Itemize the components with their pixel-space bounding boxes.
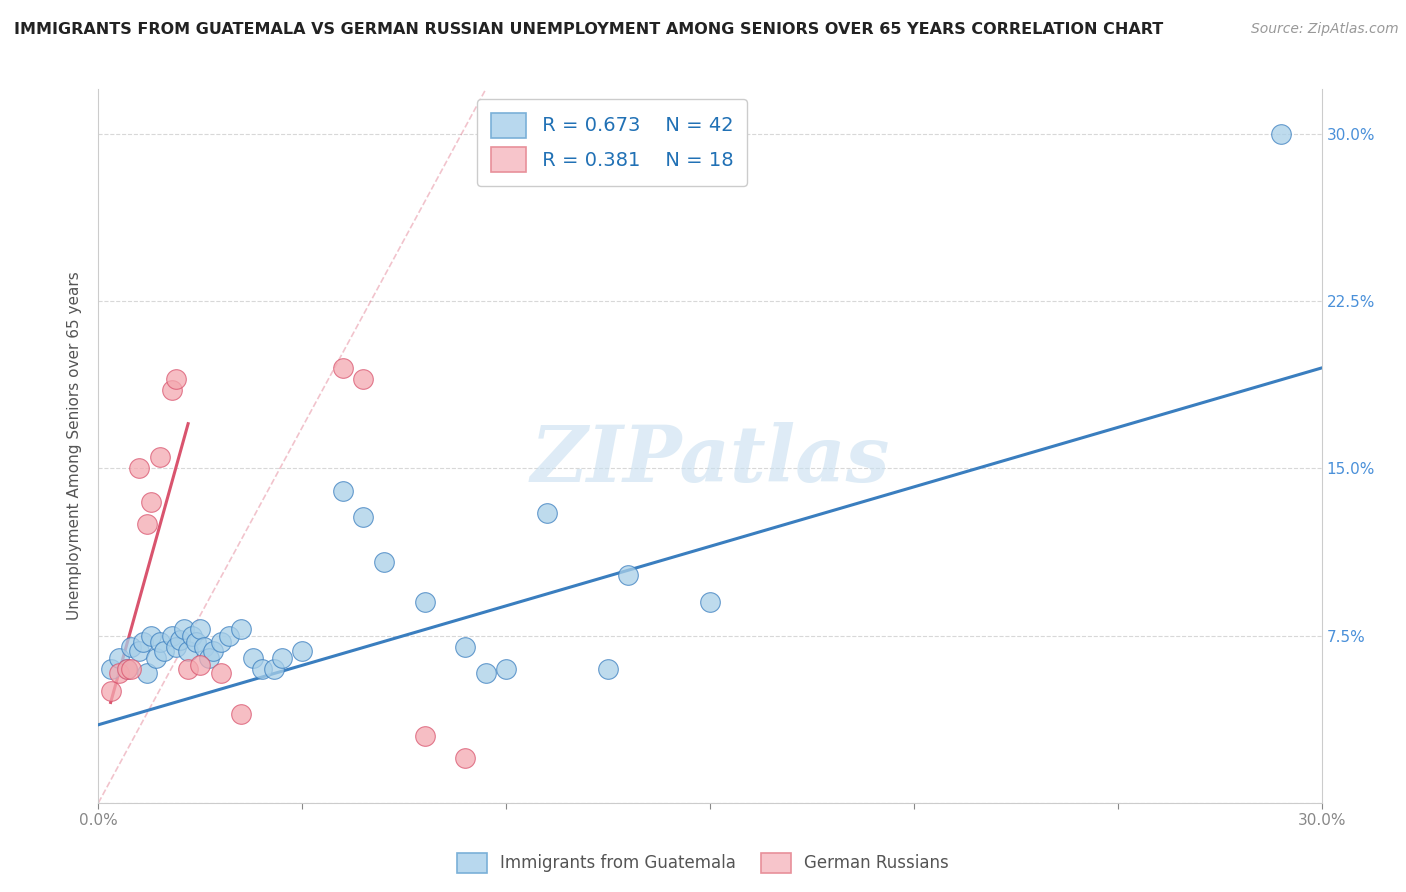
Point xyxy=(165,372,187,386)
Y-axis label: Unemployment Among Seniors over 65 years: Unemployment Among Seniors over 65 years xyxy=(67,272,83,620)
Point xyxy=(115,662,138,676)
Point xyxy=(136,517,159,532)
Point xyxy=(100,662,122,676)
Point xyxy=(128,461,150,475)
Point xyxy=(209,635,232,649)
Point xyxy=(352,510,374,524)
Point xyxy=(598,662,620,676)
Point xyxy=(209,666,232,681)
Point xyxy=(165,640,187,654)
Text: ZIPatlas: ZIPatlas xyxy=(530,422,890,499)
Point xyxy=(201,644,224,658)
Point xyxy=(115,662,138,676)
Point xyxy=(177,644,200,658)
Point xyxy=(373,555,395,569)
Point xyxy=(454,751,477,765)
Point xyxy=(474,666,498,681)
Point xyxy=(141,628,163,642)
Point xyxy=(231,706,253,721)
Text: IMMIGRANTS FROM GUATEMALA VS GERMAN RUSSIAN UNEMPLOYMENT AMONG SENIORS OVER 65 Y: IMMIGRANTS FROM GUATEMALA VS GERMAN RUSS… xyxy=(14,22,1163,37)
Point xyxy=(699,595,721,609)
Point xyxy=(193,640,215,654)
Point xyxy=(181,628,204,642)
Legend: Immigrants from Guatemala, German Russians: Immigrants from Guatemala, German Russia… xyxy=(450,847,956,880)
Point xyxy=(197,651,219,665)
Point xyxy=(149,450,172,465)
Point xyxy=(291,644,314,658)
Point xyxy=(242,651,264,665)
Point xyxy=(617,568,640,582)
Point xyxy=(141,494,163,508)
Point xyxy=(352,372,374,386)
Point xyxy=(149,635,172,649)
Point xyxy=(108,666,131,681)
Point xyxy=(263,662,285,676)
Point xyxy=(177,662,200,676)
Point xyxy=(128,644,150,658)
Point xyxy=(169,633,191,648)
Point xyxy=(270,651,294,665)
Point xyxy=(413,729,436,743)
Point xyxy=(120,662,142,676)
Point xyxy=(160,384,183,398)
Point xyxy=(173,622,195,636)
Point xyxy=(108,651,131,665)
Point xyxy=(332,360,354,375)
Point xyxy=(136,666,159,681)
Point xyxy=(188,657,212,672)
Point xyxy=(186,635,208,649)
Point xyxy=(413,595,436,609)
Point xyxy=(536,506,558,520)
Legend:  R = 0.673    N = 42,  R = 0.381    N = 18: R = 0.673 N = 42, R = 0.381 N = 18 xyxy=(478,99,747,186)
Point xyxy=(145,651,167,665)
Point xyxy=(495,662,517,676)
Point xyxy=(1270,127,1292,141)
Point xyxy=(152,644,174,658)
Point xyxy=(332,483,354,498)
Point xyxy=(250,662,273,676)
Point xyxy=(160,628,183,642)
Point xyxy=(132,635,155,649)
Point xyxy=(100,684,122,698)
Text: Source: ZipAtlas.com: Source: ZipAtlas.com xyxy=(1251,22,1399,37)
Point xyxy=(188,622,212,636)
Point xyxy=(218,628,240,642)
Point xyxy=(231,622,253,636)
Point xyxy=(120,640,142,654)
Point xyxy=(454,640,477,654)
